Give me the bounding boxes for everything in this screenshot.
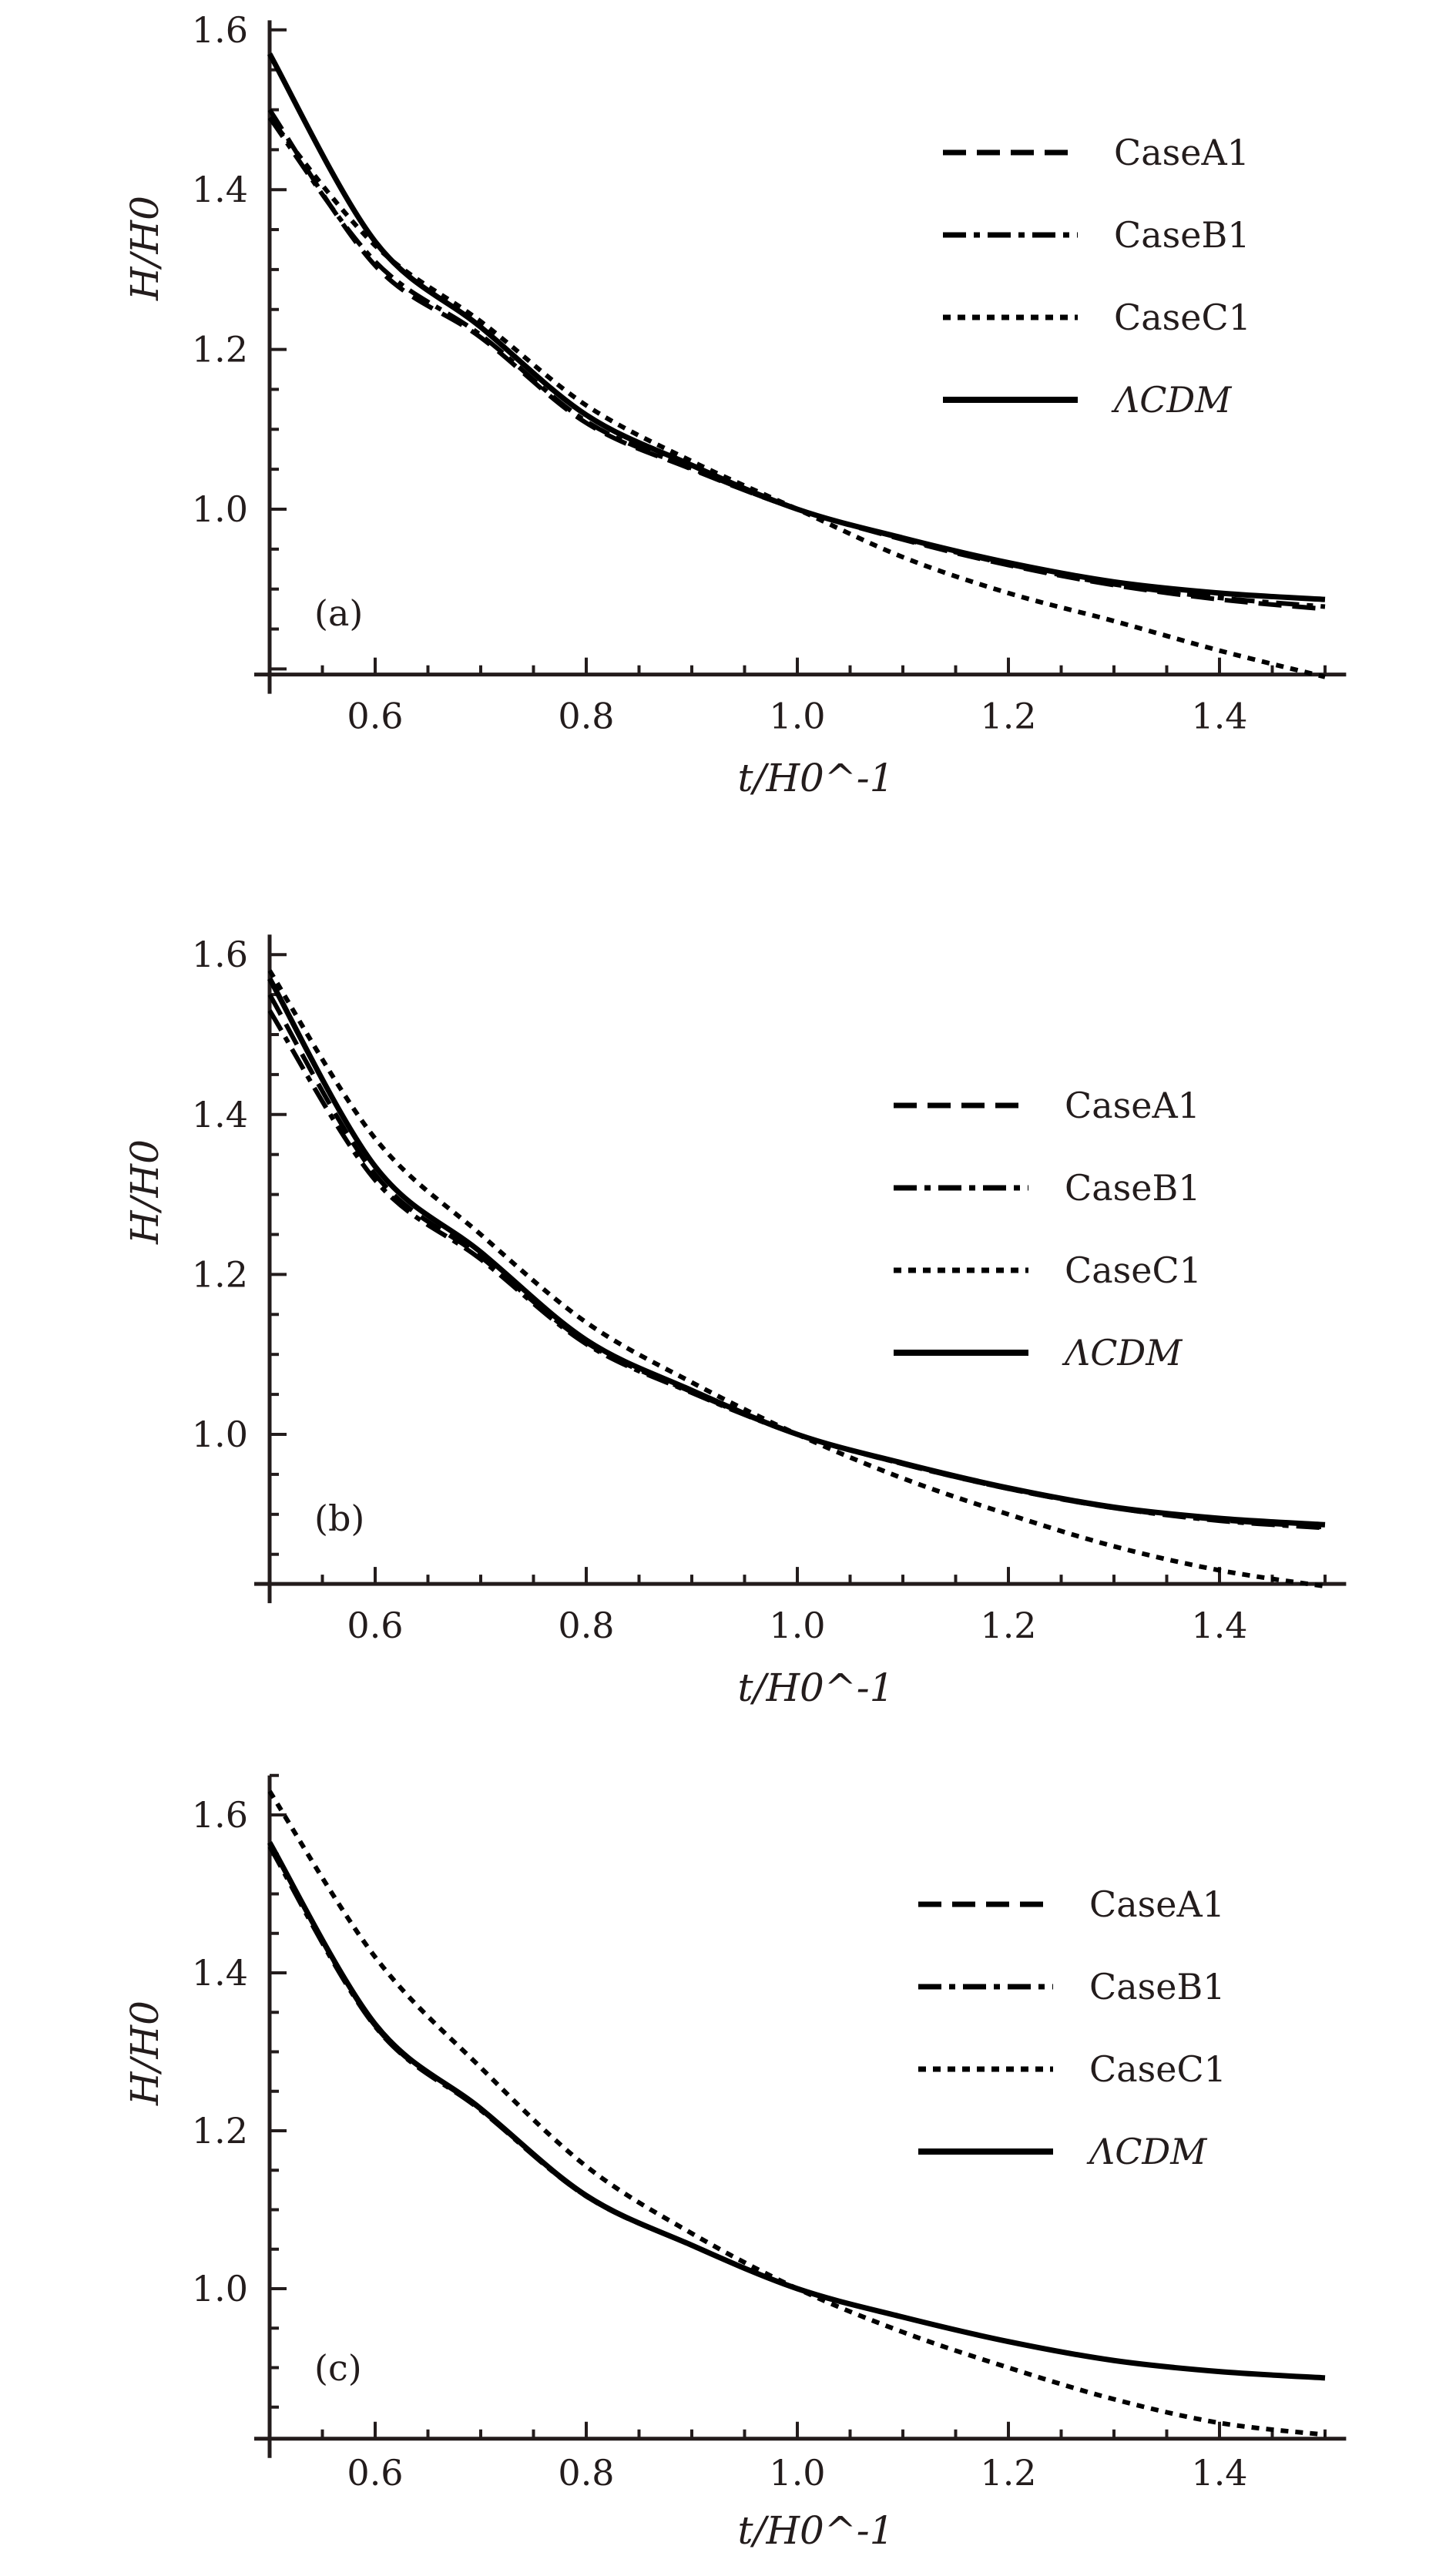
chart-panel-c: 0.6 0.8 1.0 1.2 1.4 1.0 1.2 1.4 1.6 H/H0 t/H0^-1 (c… [122, 1773, 1347, 2553]
panel-label: (b) [314, 1498, 364, 1539]
x-tick-label: 1.4 [1191, 1605, 1247, 1646]
series-line-solid [267, 977, 1326, 1528]
series-line-dotted [267, 1789, 1326, 2437]
x-tick-label: 1.0 [769, 696, 825, 737]
y-tick-label: 1.6 [192, 9, 248, 51]
legend: CaseA1 CaseB1 CaseC1 ΛCDM [943, 132, 1251, 421]
y-axis-label: H/H0 [122, 2001, 167, 2106]
chart-panel-b: 0.6 0.8 1.0 1.2 1.4 1.0 1.2 1.4 1.6 H/H0 t/H0^-1 (b… [122, 934, 1347, 1710]
x-tick-label: 1.0 [769, 1605, 825, 1646]
legend-label: ΛCDM [1062, 1332, 1183, 1374]
series-line-solid [267, 1841, 1326, 2381]
x-tick-label: 1.4 [1191, 696, 1247, 737]
legend-label: CaseA1 [1089, 1883, 1225, 1925]
legend-label: CaseB1 [1114, 214, 1250, 256]
x-tick-label: 0.6 [347, 1605, 403, 1646]
series-line-dashdot [267, 116, 1326, 609]
x-tick-label: 0.6 [347, 696, 403, 737]
x-tick-label: 1.2 [980, 696, 1036, 737]
y-tick-label: 1.0 [192, 1414, 248, 1455]
legend: CaseA1 CaseB1 CaseC1 ΛCDM [918, 1883, 1226, 2172]
legend-label: CaseC1 [1065, 1249, 1202, 1291]
series-line-dashed [267, 108, 1326, 612]
y-tick-label: 1.2 [192, 1253, 248, 1295]
y-tick-label: 1.4 [192, 1094, 248, 1135]
legend-label: CaseC1 [1089, 2048, 1226, 2090]
legend-label: ΛCDM [1111, 379, 1233, 421]
x-tick-label: 1.0 [769, 2452, 825, 2494]
x-axis-label: t/H0^-1 [738, 756, 894, 800]
y-axis-label: H/H0 [122, 1139, 167, 1245]
legend-label: ΛCDM [1086, 2131, 1208, 2172]
y-tick-label: 1.6 [192, 1794, 248, 1836]
x-tick-label: 0.8 [558, 2452, 614, 2494]
legend-label: CaseA1 [1114, 132, 1250, 173]
x-tick-label: 1.2 [980, 1605, 1036, 1646]
legend-label: CaseC1 [1114, 297, 1251, 338]
x-axis-label: t/H0^-1 [738, 2508, 894, 2553]
y-tick-label: 1.4 [192, 1952, 248, 1994]
panel-label: (a) [314, 592, 363, 634]
legend-label: CaseB1 [1065, 1167, 1201, 1209]
y-tick-label: 1.6 [192, 934, 248, 975]
series-line-solid [267, 52, 1326, 602]
y-axis-label: H/H0 [122, 196, 167, 301]
x-tick-label: 0.8 [558, 1605, 614, 1646]
x-tick-label: 0.8 [558, 696, 614, 737]
y-tick-label: 1.0 [192, 2268, 248, 2309]
y-tick-label: 1.4 [192, 169, 248, 210]
y-tick-label: 1.2 [192, 2110, 248, 2152]
x-tick-label: 1.2 [980, 2452, 1036, 2494]
series-line-dashdot [267, 1845, 1326, 2380]
x-tick-label: 1.4 [1191, 2452, 1247, 2494]
y-tick-label: 1.0 [192, 488, 248, 530]
legend-label: CaseA1 [1065, 1085, 1200, 1126]
x-tick-label: 0.6 [347, 2452, 403, 2494]
chart-panel-a: 0.6 0.8 1.0 1.2 1.4 1.0 1.2 1.4 1.6 H/H0 t/H0^-1 (a… [122, 9, 1347, 800]
legend-label: CaseB1 [1089, 1966, 1226, 2008]
panel-label: (c) [314, 2347, 362, 2389]
x-axis-label: t/H0^-1 [738, 1665, 894, 1710]
y-tick-label: 1.2 [192, 329, 248, 371]
legend: CaseA1 CaseB1 CaseC1 ΛCDM [894, 1085, 1202, 1374]
